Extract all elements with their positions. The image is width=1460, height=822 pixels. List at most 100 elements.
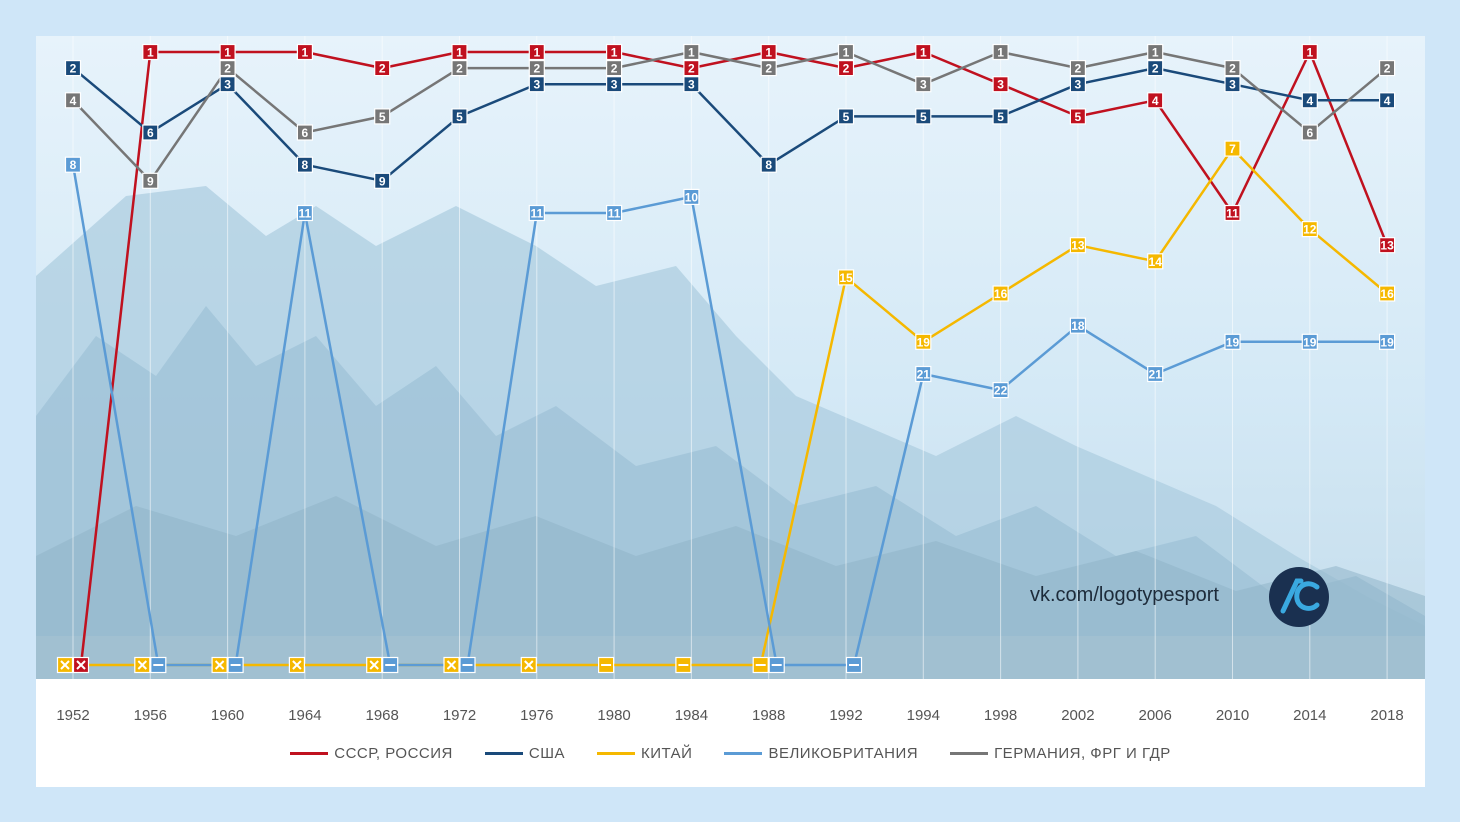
data-label: 1 <box>920 46 927 60</box>
marker-box <box>760 60 777 77</box>
marker-box <box>1147 92 1164 109</box>
marker-box <box>992 76 1009 93</box>
point-s5-1984: 1 <box>683 43 700 61</box>
marker-box <box>528 43 545 61</box>
point-s4-1994: 21 <box>915 365 932 383</box>
point-s4-1964: 11 <box>296 204 313 222</box>
data-label: 2 <box>1152 62 1159 76</box>
series-2 <box>72 66 1388 183</box>
marker-box <box>142 43 159 61</box>
data-label: 2 <box>1384 62 1391 76</box>
absent-mark <box>60 660 70 670</box>
x-tick-1994: 1994 <box>907 707 940 724</box>
marker-box <box>605 76 623 93</box>
point-s5-1952: 4 <box>64 92 82 109</box>
marker-box <box>1147 60 1164 77</box>
point-s3-1976 <box>520 656 537 674</box>
marker-box <box>451 108 468 125</box>
data-label: 11 <box>299 207 312 221</box>
marker-box <box>1147 253 1164 270</box>
point-s1-2014: 1 <box>1301 43 1318 61</box>
point-s4-1976: 11 <box>528 204 545 222</box>
point-s2-2010: 3 <box>1224 76 1241 93</box>
point-s3-2006: 14 <box>1147 253 1164 270</box>
data-label: 2 <box>843 62 850 76</box>
data-label: 1 <box>302 46 309 60</box>
legend-swatch <box>596 751 635 755</box>
data-label: 1 <box>611 46 618 60</box>
series-4 <box>71 164 1388 667</box>
data-label: 4 <box>70 94 77 108</box>
point-s1-1968: 2 <box>374 60 391 77</box>
x-tick-2010: 2010 <box>1216 707 1249 724</box>
point-s5-1956: 9 <box>142 172 159 189</box>
marker-box <box>1301 221 1318 238</box>
marker-box <box>837 60 855 77</box>
point-s4-1998: 22 <box>992 382 1009 399</box>
marker-box <box>992 382 1009 399</box>
data-label: 21 <box>917 368 931 382</box>
point-s4-1992 <box>845 656 863 674</box>
marker-box <box>1069 237 1087 254</box>
marker-box <box>219 43 236 61</box>
data-label: 18 <box>1071 319 1085 333</box>
point-s2-1994: 5 <box>915 108 932 125</box>
point-s3-1994: 19 <box>915 333 932 350</box>
point-s2-1984: 3 <box>683 76 700 93</box>
marker-box <box>219 60 236 77</box>
point-s3-1984 <box>675 656 692 674</box>
point-s1-1972: 1 <box>451 43 468 61</box>
marker-box <box>1378 333 1396 350</box>
data-label: 3 <box>688 78 695 92</box>
legend-swatch <box>484 751 523 755</box>
marker-box <box>992 285 1009 302</box>
x-axis: 1952 1956 1960 1964 1968 1972 1976 1980 1984 1988… <box>56 707 1403 724</box>
point-s1-1960: 1 <box>219 43 236 61</box>
point-s5-2010: 2 <box>1224 60 1241 77</box>
marker-box <box>1224 76 1241 93</box>
point-s5-1960: 2 <box>219 60 236 77</box>
marker-box <box>1301 333 1318 350</box>
data-label: 5 <box>379 110 386 124</box>
series-line-3 <box>65 147 1388 667</box>
point-s3-1992: 15 <box>837 269 855 286</box>
data-label: 11 <box>530 207 543 221</box>
series-line-2 <box>72 66 1388 183</box>
marker-box <box>1224 204 1241 222</box>
legend-label: ГЕРМАНИЯ, ФРГ И ГДР <box>994 744 1171 762</box>
marker-box <box>1301 92 1318 109</box>
data-label: 19 <box>1303 335 1317 349</box>
point-s4-2018: 19 <box>1378 333 1396 350</box>
data-label: 5 <box>843 110 850 124</box>
absent-mark <box>369 660 379 670</box>
x-tick-2006: 2006 <box>1139 707 1172 724</box>
point-s2-2006: 2 <box>1147 60 1164 77</box>
data-label: 3 <box>224 78 231 92</box>
data-label: 5 <box>920 110 927 124</box>
point-s3-2014: 12 <box>1301 221 1318 238</box>
marker-box <box>1069 60 1087 77</box>
data-label: 1 <box>147 46 154 60</box>
data-label: 1 <box>224 46 231 60</box>
marker-box <box>219 76 236 93</box>
x-tick-2014: 2014 <box>1293 707 1326 724</box>
point-s3-2018: 16 <box>1378 285 1396 302</box>
marker-box <box>760 156 777 173</box>
data-label: 8 <box>302 158 309 172</box>
x-tick-1952: 1952 <box>56 707 89 724</box>
marker-box <box>64 92 82 109</box>
marker-box <box>992 43 1009 61</box>
data-label: 9 <box>379 174 386 188</box>
point-s1-1964: 1 <box>296 43 313 61</box>
point-s5-1992: 1 <box>837 43 855 61</box>
marker-box <box>1069 317 1087 334</box>
data-label: 1 <box>688 46 695 60</box>
marker-box <box>915 43 932 61</box>
point-s5-2006: 1 <box>1147 43 1164 61</box>
marker-box <box>837 269 855 286</box>
absent-mark <box>524 660 534 670</box>
x-tick-2018: 2018 <box>1370 707 1403 724</box>
point-s1-2018: 13 <box>1378 237 1396 254</box>
marker-box <box>374 60 391 77</box>
point-s3-1968 <box>366 656 383 674</box>
